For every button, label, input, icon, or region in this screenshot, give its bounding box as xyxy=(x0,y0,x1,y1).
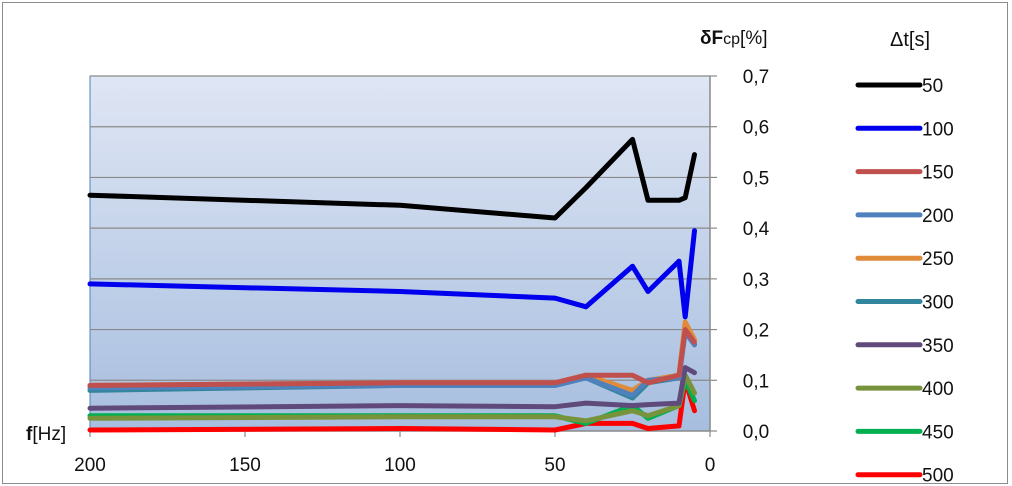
y-tick-label: 0,2 xyxy=(743,321,769,342)
x-tick-label: 0 xyxy=(705,455,716,476)
series-line-100 xyxy=(87,228,697,320)
series-line-50 xyxy=(87,136,697,221)
x-tick-label: 150 xyxy=(229,455,261,476)
y-tick-label: 0,7 xyxy=(743,67,769,88)
y-tick-label: 0,0 xyxy=(743,422,769,443)
legend-label-350: 350 xyxy=(922,336,954,357)
gridlines xyxy=(89,75,717,437)
legend-label-200: 200 xyxy=(922,206,954,227)
legend-label-500: 500 xyxy=(922,466,954,486)
x-axis-label: f[Hz] xyxy=(26,424,66,445)
y-tick-label: 0,5 xyxy=(743,168,769,189)
y-tick-label: 0,3 xyxy=(743,270,769,291)
y-tick-label: 0,6 xyxy=(743,118,769,139)
x-tick-label: 100 xyxy=(384,455,416,476)
legend-label-450: 450 xyxy=(922,422,954,443)
legend-label-300: 300 xyxy=(922,293,954,314)
x-tick-label: 200 xyxy=(74,455,106,476)
y-tick-label: 0,1 xyxy=(743,371,769,392)
axis-ticks: 0,0 0,1 0,2 0,3 0,4 0,5 0,6 0,7 200 150 100 50 0 xyxy=(74,67,769,476)
series-line-350 xyxy=(87,365,697,411)
legend-label-150: 150 xyxy=(922,163,954,184)
legend-label-400: 400 xyxy=(922,379,954,400)
legend-label-250: 250 xyxy=(922,249,954,270)
y-tick-label: 0,4 xyxy=(743,219,770,240)
legend-label-100: 100 xyxy=(922,119,954,140)
legend-title: Δt[s] xyxy=(890,29,930,51)
legend-label-50: 50 xyxy=(922,76,943,97)
series-lines xyxy=(87,136,697,433)
x-tick-label: 50 xyxy=(544,455,565,476)
series-line-150 xyxy=(87,327,697,388)
plot-area xyxy=(89,75,711,432)
y-axis-label: δFcp[%] xyxy=(700,28,768,49)
legend: 50 100 150 200 250 300 350 400 450 500 xyxy=(855,76,954,486)
